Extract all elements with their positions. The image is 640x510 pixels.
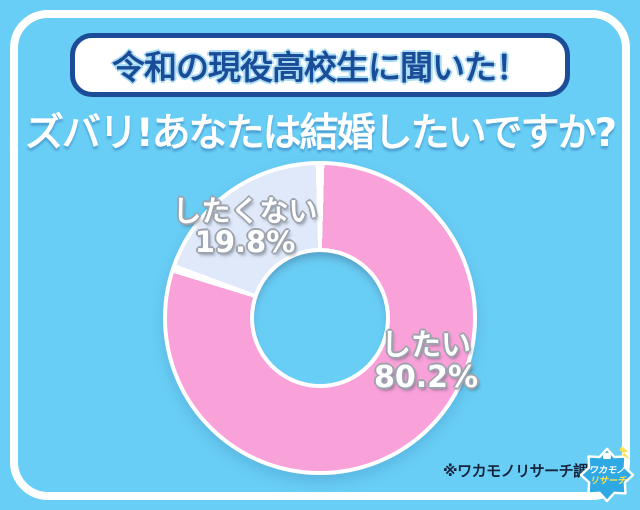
donut-hole [250,248,390,388]
wakamono-research-logo: ワカモノ リサーチ [579,445,635,503]
header-badge: 令和の現役高校生に聞いた！ [70,33,570,97]
slice-name: したい [381,328,471,363]
donut-chart [163,161,477,475]
logo-text-line2: リサーチ [590,476,628,487]
logo-camera-icon [603,452,611,460]
source-note: ※ワカモノリサーチ調べ [443,462,603,480]
slice-label-shitai: したい 80.2% [336,328,516,396]
header-badge-text: 令和の現役高校生に聞いた！ [112,48,529,87]
slice-value: 80.2% [373,360,479,396]
question-title: ズバリ!あなたは結婚したいですか? [24,111,617,156]
logo-lightning-icon [619,445,631,460]
slice-name: したくない [172,194,318,228]
logo-burst-shape [579,447,635,503]
slice-value: 19.8% [194,225,296,260]
logo-text-line1: ワカモノ [589,465,627,476]
slice-label-shitakunai: したくない 19.8% [155,194,335,260]
